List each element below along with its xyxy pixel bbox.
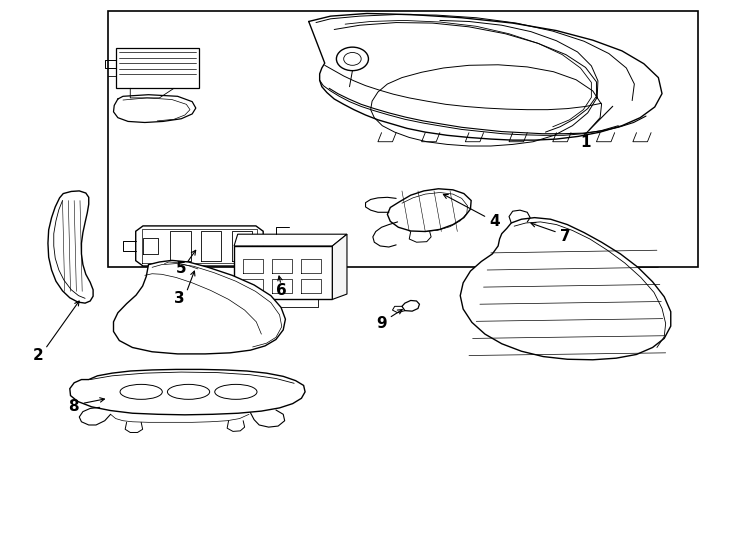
Polygon shape [136,226,264,266]
Text: 9: 9 [377,316,387,331]
Polygon shape [116,48,200,88]
Polygon shape [388,189,471,232]
Text: 2: 2 [32,348,43,363]
Polygon shape [70,369,305,415]
Text: 7: 7 [560,230,570,245]
Text: 3: 3 [175,291,185,306]
Text: 5: 5 [176,261,186,276]
Bar [109,11,699,267]
Text: 8: 8 [68,399,79,414]
Polygon shape [114,260,286,354]
Polygon shape [460,218,671,360]
Text: 4: 4 [489,214,500,230]
Polygon shape [48,191,93,303]
Polygon shape [234,234,347,246]
Polygon shape [402,300,419,311]
Polygon shape [234,246,333,299]
Polygon shape [333,234,347,299]
Text: 6: 6 [276,283,286,298]
Text: 1: 1 [581,136,591,150]
